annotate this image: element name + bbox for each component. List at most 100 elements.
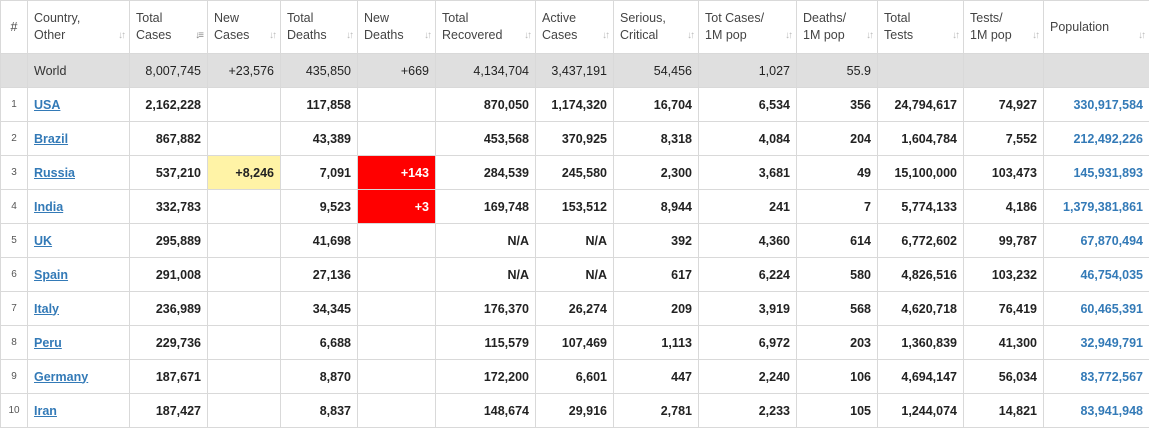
header-tot-cases-1m[interactable]: Tot Cases/1M pop↓↑ [699, 1, 797, 54]
header-tests-1m[interactable]: Tests/1M pop↓↑ [964, 1, 1044, 54]
sort-icon[interactable]: ↓↑ [1032, 27, 1038, 44]
country-cell: India [28, 190, 130, 224]
header-deaths-1m[interactable]: Deaths/1M pop ↓↑ [797, 1, 878, 54]
country-link[interactable]: Russia [34, 166, 75, 180]
header-new-deaths-line2: Deaths [364, 28, 404, 42]
country-link[interactable]: Germany [34, 370, 88, 384]
country-link[interactable]: India [34, 200, 63, 214]
active-cases-cell: 6,601 [536, 360, 614, 394]
total-recovered-cell: 169,748 [436, 190, 536, 224]
header-total-recovered-line2: Recovered [442, 28, 502, 42]
sort-icon[interactable]: ↓↑ [866, 27, 872, 44]
country-cell: USA [28, 88, 130, 122]
country-cell: Brazil [28, 122, 130, 156]
header-country[interactable]: Country,Other↓↑ [28, 1, 130, 54]
total-recovered-cell: N/A [436, 224, 536, 258]
total-tests-cell: 24,794,617 [878, 88, 964, 122]
world-country-cell: World [28, 54, 130, 88]
world-total-deaths: 435,850 [281, 54, 358, 88]
population-cell: 46,754,035 [1044, 258, 1149, 292]
active-cases-cell: 370,925 [536, 122, 614, 156]
serious-critical-cell: 16,704 [614, 88, 699, 122]
sort-icon[interactable]: ↓↑ [952, 27, 958, 44]
total-cases-cell: 332,783 [130, 190, 208, 224]
table-row: 6 Spain 291,008 27,136 N/A N/A 617 6,224… [1, 258, 1149, 292]
sort-icon[interactable]: ↓↑ [524, 27, 530, 44]
header-deaths-1m-line1: Deaths/ [803, 11, 846, 25]
world-index-cell [1, 54, 28, 88]
deaths-1m-cell: 568 [797, 292, 878, 326]
header-index[interactable]: # [1, 1, 28, 54]
table-row: 3 Russia 537,210 +8,246 7,091 +143 284,5… [1, 156, 1149, 190]
country-link[interactable]: Italy [34, 302, 59, 316]
new-deaths-cell: +3 [358, 190, 436, 224]
population-cell: 67,870,494 [1044, 224, 1149, 258]
tot-cases-1m-cell: 4,084 [699, 122, 797, 156]
country-cell: Italy [28, 292, 130, 326]
header-new-cases-line1: New [214, 11, 239, 25]
active-cases-cell: 153,512 [536, 190, 614, 224]
country-link[interactable]: Spain [34, 268, 68, 282]
total-deaths-cell: 8,870 [281, 360, 358, 394]
sort-icon[interactable]: ↓↑ [785, 27, 791, 44]
total-recovered-cell: 148,674 [436, 394, 536, 428]
total-recovered-cell: 453,568 [436, 122, 536, 156]
tot-cases-1m-cell: 241 [699, 190, 797, 224]
sort-active-icon[interactable]: ↓≡ [195, 27, 202, 44]
new-cases-cell [208, 190, 281, 224]
world-total-recovered: 4,134,704 [436, 54, 536, 88]
header-tests-1m-line1: Tests/ [970, 11, 1003, 25]
population-cell: 83,941,948 [1044, 394, 1149, 428]
country-link[interactable]: Iran [34, 404, 57, 418]
row-index: 7 [1, 292, 28, 326]
world-population [1044, 54, 1149, 88]
country-link[interactable]: USA [34, 98, 60, 112]
country-link[interactable]: UK [34, 234, 52, 248]
population-cell: 83,772,567 [1044, 360, 1149, 394]
header-population[interactable]: Population↓↑ [1044, 1, 1149, 54]
new-deaths-cell [358, 88, 436, 122]
serious-critical-cell: 447 [614, 360, 699, 394]
total-cases-cell: 2,162,228 [130, 88, 208, 122]
total-tests-cell: 1,360,839 [878, 326, 964, 360]
population-cell: 212,492,226 [1044, 122, 1149, 156]
active-cases-cell: 29,916 [536, 394, 614, 428]
country-link[interactable]: Brazil [34, 132, 68, 146]
world-total-tests [878, 54, 964, 88]
serious-critical-cell: 8,944 [614, 190, 699, 224]
new-deaths-cell [358, 224, 436, 258]
country-cell: UK [28, 224, 130, 258]
tests-1m-cell: 56,034 [964, 360, 1044, 394]
header-total-deaths-line1: Total [287, 11, 313, 25]
tests-1m-cell: 4,186 [964, 190, 1044, 224]
header-active-cases-line1: Active [542, 11, 576, 25]
sort-icon[interactable]: ↓↑ [346, 27, 352, 44]
sort-icon[interactable]: ↓↑ [1138, 27, 1144, 44]
header-deaths-1m-line2: 1M pop [803, 28, 845, 42]
tot-cases-1m-cell: 4,360 [699, 224, 797, 258]
total-cases-cell: 187,427 [130, 394, 208, 428]
sort-icon[interactable]: ↓↑ [118, 27, 124, 44]
header-serious-critical[interactable]: Serious,Critical↓↑ [614, 1, 699, 54]
country-cell: Spain [28, 258, 130, 292]
total-recovered-cell: N/A [436, 258, 536, 292]
tests-1m-cell: 14,821 [964, 394, 1044, 428]
sort-icon[interactable]: ↓↑ [687, 27, 693, 44]
serious-critical-cell: 2,781 [614, 394, 699, 428]
country-link[interactable]: Peru [34, 336, 62, 350]
sort-icon[interactable]: ↓↑ [602, 27, 608, 44]
sort-icon[interactable]: ↓↑ [269, 27, 275, 44]
total-recovered-cell: 115,579 [436, 326, 536, 360]
active-cases-cell: 107,469 [536, 326, 614, 360]
sort-icon[interactable]: ↓↑ [424, 27, 430, 44]
new-cases-cell [208, 360, 281, 394]
deaths-1m-cell: 204 [797, 122, 878, 156]
